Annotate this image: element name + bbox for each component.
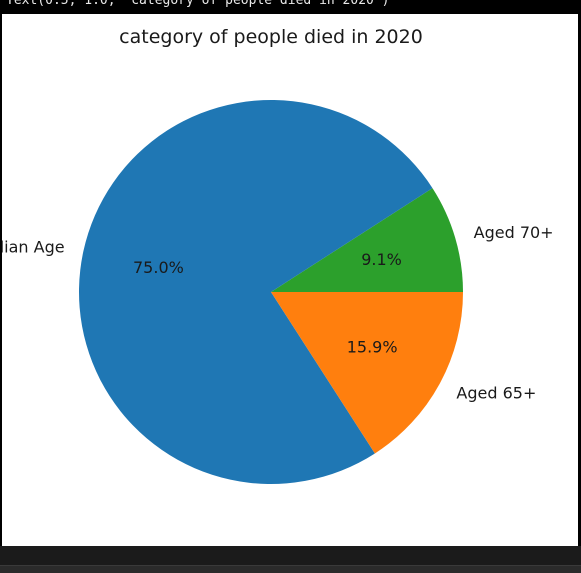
pie-slice-aged-70 [271,188,463,292]
category-labels: Aged 70+ Median Age Aged 65+ [0,223,554,403]
pie-slice-aged-65 [271,292,463,454]
percent-label: 9.1% [361,250,402,269]
output-strip: Text(0.5, 1.0, 'category of people died … [0,0,581,14]
horizontal-scrollbar[interactable] [0,565,581,573]
category-label: Median Age [2,238,65,257]
percent-label: 15.9% [347,338,398,357]
percent-label: 75.0% [133,258,184,277]
pie-chart: category of people died in 2020 9.1% 75.0… [0,26,554,485]
chart-title: category of people died in 2020 [119,26,423,48]
category-label: Aged 70+ [474,223,554,242]
percent-labels: 9.1% 75.0% 15.9% [133,250,402,357]
output-text: Text(0.5, 1.0, 'category of people died … [6,0,390,8]
category-label: Aged 65+ [456,384,536,403]
pie-slices [79,100,463,485]
chart-figure: category of people died in 2020 9.1% 75.0… [0,14,578,546]
pie-slice-median-age [79,100,433,485]
